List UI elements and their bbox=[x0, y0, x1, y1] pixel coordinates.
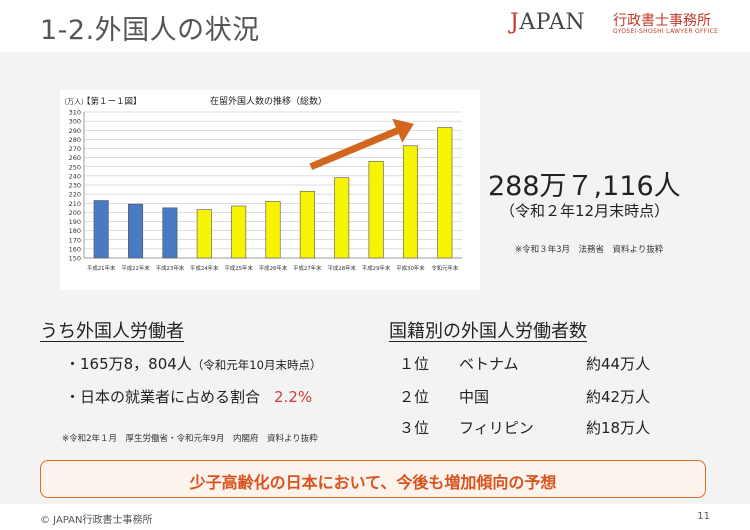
total-residents-number: 288万７,116人 bbox=[488, 171, 681, 202]
bar bbox=[231, 205, 247, 259]
y-tick-label: 190 bbox=[69, 218, 81, 226]
bar bbox=[437, 127, 453, 259]
workers-section-title: うち外国人労働者 bbox=[40, 321, 184, 342]
logo-wordmark: JAPAN bbox=[510, 10, 585, 35]
header: 1-2.外国人の状況 JAPAN 行政書士事務所 GYOSEI-SHOSHI L… bbox=[0, 0, 750, 52]
footer: © JAPAN行政書士事務所 11 bbox=[0, 504, 750, 530]
country-name: ベトナム bbox=[459, 355, 519, 373]
workers-count-date: （令和元年10月末時点） bbox=[191, 358, 322, 372]
y-tick-label: 210 bbox=[69, 200, 81, 208]
x-tick-label: 平成22年末 bbox=[121, 264, 150, 272]
x-tick-label: 平成28年末 bbox=[328, 264, 357, 272]
workers-count: ・165万8，804人 bbox=[65, 355, 192, 373]
y-tick-label: 300 bbox=[69, 118, 81, 126]
bar bbox=[162, 207, 178, 259]
y-tick-label: 260 bbox=[69, 154, 81, 162]
workers-share-label: ・日本の就業者に占める割合 bbox=[65, 388, 261, 406]
x-tick-label: 平成30年末 bbox=[396, 264, 425, 272]
y-tick-label: 230 bbox=[69, 182, 81, 190]
logo: JAPAN 行政書士事務所 GYOSEI-SHOSHI LAWYER OFFIC… bbox=[510, 10, 720, 42]
foreign-residents-chart: （万人）【第１ー１図】 在留外国人数の推移（総数）1501601701801902… bbox=[60, 95, 462, 272]
nationality-section-title: 国籍別の外国人労働者数 bbox=[389, 321, 587, 342]
country-name: フィリピン bbox=[459, 419, 534, 437]
country-name: 中国 bbox=[459, 388, 490, 406]
rank-label: ３位 bbox=[399, 419, 430, 437]
copyright-text: © JAPAN行政書士事務所 bbox=[40, 515, 153, 526]
rank-label: ２位 bbox=[399, 388, 430, 406]
x-tick-label: 平成25年末 bbox=[224, 264, 253, 272]
bar bbox=[93, 200, 109, 259]
x-tick-label: 平成24年末 bbox=[190, 264, 219, 272]
workers-share-bullet: ・日本の就業者に占める割合 2.2% bbox=[65, 386, 312, 407]
bar bbox=[402, 145, 418, 259]
bar bbox=[368, 160, 384, 259]
x-tick-label: 平成21年末 bbox=[87, 264, 116, 272]
y-tick-label: 180 bbox=[69, 227, 81, 235]
outlook-banner: 少子高齢化の日本において、今後も増加傾向の予想 bbox=[40, 460, 706, 498]
y-tick-label: 240 bbox=[69, 172, 81, 180]
x-tick-label: 平成27年末 bbox=[293, 264, 322, 272]
y-tick-label: 150 bbox=[69, 255, 81, 263]
rank-label: １位 bbox=[399, 355, 430, 373]
slide-content: （万人） 【第１ー１図】 在留外国人数の推移（総数） 150 160 170 180 190 2… bbox=[0, 52, 750, 504]
y-tick-label: 160 bbox=[69, 245, 81, 253]
x-tick-label: 平成29年末 bbox=[362, 264, 391, 272]
y-tick-label: 200 bbox=[69, 209, 81, 217]
bar bbox=[128, 203, 144, 259]
trend-arrow-icon bbox=[309, 118, 414, 170]
chart-source-note: ※令和３年3月 法務省 資料より抜粋 bbox=[515, 245, 664, 255]
bar bbox=[299, 191, 315, 259]
bar bbox=[265, 201, 281, 259]
logo-wordmark-rest: APAN bbox=[519, 10, 586, 35]
workers-source-note: ※令和2年１月 厚生労働省・令和元年9月 内閣府 資料より抜粋 bbox=[62, 434, 318, 444]
chart-panel: （万人） 【第１ー１図】 在留外国人数の推移（総数） 150 160 170 180 190 2… bbox=[60, 90, 480, 290]
bar bbox=[196, 209, 212, 259]
logo-wordmark-initial: J bbox=[510, 10, 520, 35]
logo-japanese-text: 行政書士事務所 bbox=[613, 13, 711, 29]
bar bbox=[334, 177, 350, 259]
total-residents-date: （令和２年12月末時点） bbox=[500, 202, 670, 220]
y-tick-label: 310 bbox=[69, 109, 81, 117]
y-tick-label: 170 bbox=[69, 236, 81, 244]
worker-count: 約42万人 bbox=[586, 388, 651, 406]
x-tick-label: 平成23年末 bbox=[156, 264, 185, 272]
worker-count: 約18万人 bbox=[586, 419, 651, 437]
y-tick-label: 280 bbox=[69, 136, 81, 144]
workers-count-bullet: ・165万8，804人（令和元年10月末時点） bbox=[65, 353, 321, 374]
x-tick-label: 令和元年末 bbox=[431, 264, 459, 272]
page-number: 11 bbox=[697, 511, 710, 522]
worker-count: 約44万人 bbox=[586, 355, 651, 373]
workers-share-percent: 2.2% bbox=[274, 388, 313, 406]
y-tick-label: 270 bbox=[69, 145, 81, 153]
chart-y-unit: （万人） bbox=[60, 98, 88, 106]
chart-title: 在留外国人数の推移（総数） bbox=[210, 95, 327, 107]
y-tick-label: 220 bbox=[69, 191, 81, 199]
x-tick-label: 平成26年末 bbox=[259, 264, 288, 272]
page-title: 1-2.外国人の状況 bbox=[40, 15, 260, 46]
chart-figure-label: 【第１ー１図】 bbox=[82, 96, 142, 107]
y-tick-label: 250 bbox=[69, 163, 81, 171]
outlook-banner-text: 少子高齢化の日本において、今後も増加傾向の予想 bbox=[189, 473, 557, 492]
y-tick-label: 290 bbox=[69, 127, 81, 135]
logo-subtext: GYOSEI-SHOSHI LAWYER OFFICE bbox=[613, 28, 719, 35]
